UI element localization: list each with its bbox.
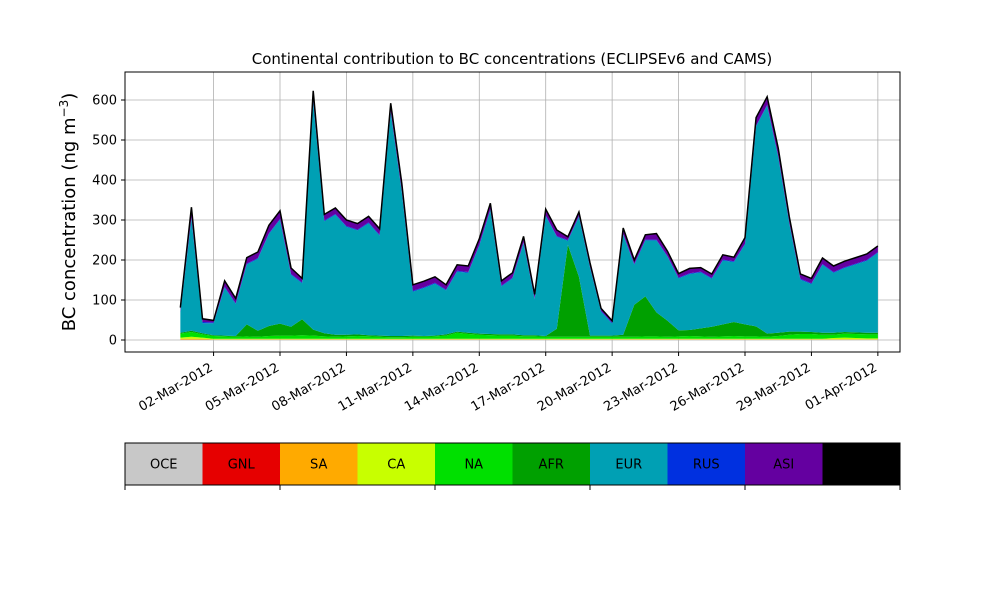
legend-swatch-gnl [202,443,280,485]
y-tick-label: 0 [109,334,117,349]
x-tick-label: 08-Mar-2012 [269,360,348,414]
legend-swatch-afr [512,443,590,485]
legend-swatch-ca [357,443,435,485]
x-tick-label: 02-Mar-2012 [136,360,215,414]
stacked-areas [180,90,878,340]
legend-swatch-na [435,443,513,485]
x-tick-label: 26-Mar-2012 [668,360,747,414]
x-tick-label: 23-Mar-2012 [601,360,680,414]
y-tick-label: 200 [92,254,117,269]
total-concentration-line [179,90,879,323]
legend-label-ca: CA [387,458,405,473]
legend-label-oce: OCE [150,458,178,473]
y-tick-label: 600 [92,94,117,109]
y-tick-label: 400 [92,174,117,189]
x-tick-label: 14-Mar-2012 [402,360,481,414]
x-tick-label: 05-Mar-2012 [203,360,282,414]
area-na [180,332,878,339]
legend-swatch-aus [822,443,900,485]
region-legend: OCE GNL SA CA NA AFR EUR RUS ASI AUS [124,442,901,490]
legend-swatch-asi [745,443,823,485]
y-tick-label: 500 [92,134,117,149]
legend-label-afr: AFR [539,458,564,473]
y-tick-label: 300 [92,214,117,229]
y-axis-label: BC concentration (ng m−3) [57,93,80,332]
legend-swatch-oce [125,443,203,485]
x-tick-label: 17-Mar-2012 [469,360,548,414]
legend-label-gnl: GNL [228,458,256,473]
legend-label-eur: EUR [615,458,642,473]
y-tick-label: 100 [92,294,117,309]
legend-label-sa: SA [310,458,327,473]
x-tick-label: 29-Mar-2012 [734,360,813,414]
x-tick-label: 20-Mar-2012 [535,360,614,414]
plot-frame [124,71,901,353]
legend-frame [124,442,901,486]
legend-swatch-rus [667,443,745,485]
chart-title: Continental contribution to BC concentra… [252,50,773,68]
legend-label-asi: ASI [773,458,794,473]
legend-label-na: NA [464,458,483,473]
area-ca [180,336,878,340]
legend-swatch-eur [590,443,668,485]
x-tick-label: 01-Apr-2012 [803,360,880,413]
x-axis: 02-Mar-201205-Mar-201208-Mar-201211-Mar-… [136,352,880,415]
area-afr [180,244,878,338]
legend-label-aus: AUS [848,458,875,473]
legend-swatch-sa [280,443,358,485]
legend-label-rus: RUS [693,458,720,473]
y-axis: 0 100 200 300 400 500 600 [92,94,125,349]
area-eur [180,101,878,336]
x-tick-label: 11-Mar-2012 [336,360,415,414]
